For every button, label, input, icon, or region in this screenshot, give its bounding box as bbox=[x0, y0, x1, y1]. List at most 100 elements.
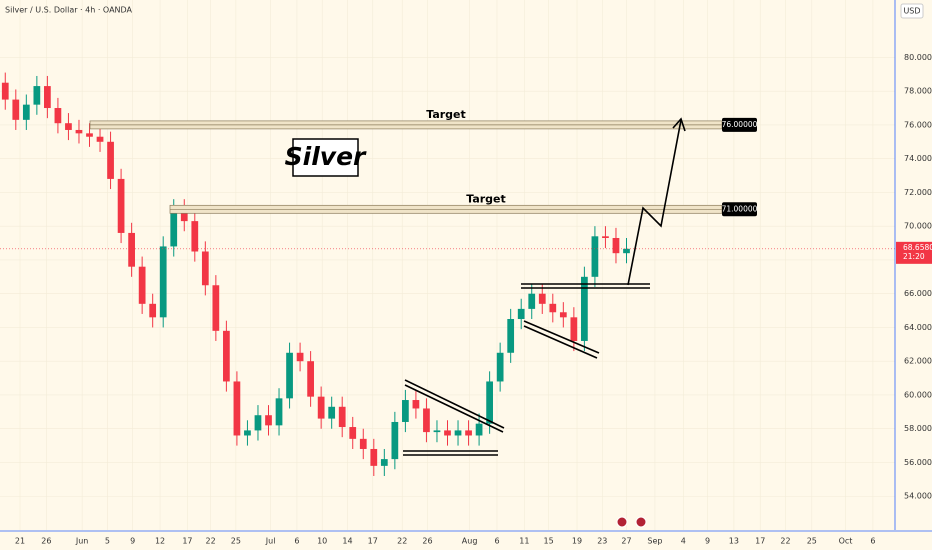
candle-body bbox=[317, 396, 325, 419]
x-tick-label: 23 bbox=[597, 537, 607, 546]
trend-line bbox=[404, 379, 505, 429]
candle-body bbox=[244, 430, 251, 436]
x-tick-label: 9 bbox=[705, 537, 710, 546]
y-tick-label: 60.00000 bbox=[904, 390, 932, 399]
candle-body bbox=[444, 430, 451, 436]
candle-body bbox=[128, 232, 135, 267]
candle-body bbox=[423, 408, 430, 433]
x-tick-label: 14 bbox=[342, 537, 352, 546]
x-tick-label: 21 bbox=[15, 537, 25, 546]
x-tick-label: 22 bbox=[205, 537, 215, 546]
x-tick-label: 27 bbox=[621, 537, 631, 546]
x-tick-label: 15 bbox=[543, 537, 553, 546]
candle-body bbox=[286, 352, 293, 399]
x-tick-label: Aug bbox=[462, 537, 478, 546]
y-tick-label: 72.00000 bbox=[904, 188, 932, 197]
event-icon[interactable] bbox=[635, 516, 647, 528]
x-tick-label: 12 bbox=[155, 537, 165, 546]
candle-body bbox=[275, 398, 283, 426]
target-text: Target bbox=[426, 108, 466, 121]
candle-body bbox=[233, 381, 241, 436]
candle-body bbox=[549, 303, 557, 313]
candle-body bbox=[528, 293, 536, 309]
candle-body bbox=[433, 430, 441, 433]
x-tick-label: 11 bbox=[519, 537, 529, 546]
x-tick-label: 17 bbox=[755, 537, 765, 546]
y-tick-label: 62.00000 bbox=[904, 357, 932, 366]
candle-body bbox=[54, 108, 62, 124]
event-icon[interactable] bbox=[616, 516, 628, 528]
candle-body bbox=[359, 438, 367, 449]
candle-body bbox=[380, 459, 388, 466]
candle-body bbox=[612, 237, 620, 254]
y-tick-label: 56.00000 bbox=[904, 458, 932, 467]
x-tick-label: 22 bbox=[780, 537, 790, 546]
x-tick-label: 5 bbox=[105, 537, 110, 546]
x-tick-label: 6 bbox=[870, 537, 875, 546]
candle-body bbox=[96, 136, 104, 142]
candle-body bbox=[465, 430, 472, 436]
currency: USD bbox=[903, 7, 920, 16]
candle-body bbox=[65, 123, 72, 130]
candle-body bbox=[623, 248, 630, 254]
trend-line bbox=[404, 384, 504, 433]
y-tick-label: 74.00000 bbox=[904, 154, 932, 163]
currency-box bbox=[900, 3, 924, 19]
candle-body bbox=[307, 361, 314, 397]
candle-body bbox=[159, 246, 167, 318]
candle-body bbox=[12, 99, 20, 120]
x-tick-label: 25 bbox=[807, 537, 817, 546]
candle-body bbox=[149, 303, 157, 318]
x-tick-label: 9 bbox=[130, 537, 135, 546]
candle-body bbox=[517, 308, 525, 320]
x-tick-label: 26 bbox=[422, 537, 432, 546]
candle-body bbox=[212, 285, 220, 331]
candle-body bbox=[265, 415, 272, 426]
y-tick-label: 64.00000 bbox=[904, 323, 932, 332]
candle-body bbox=[201, 251, 209, 286]
candles bbox=[1, 72, 630, 476]
y-tick-label: 54.00000 bbox=[904, 492, 932, 501]
candle-body bbox=[559, 312, 567, 318]
target-label: 71.00000 bbox=[722, 204, 758, 213]
x-tick-label: 25 bbox=[231, 537, 241, 546]
arrow-head bbox=[672, 117, 686, 132]
candle-body bbox=[33, 86, 41, 105]
x-tick-label: Oct bbox=[839, 537, 853, 546]
candle-body bbox=[370, 448, 378, 466]
candle-body bbox=[22, 104, 30, 120]
x-tick-label: 10 bbox=[317, 537, 327, 546]
candle-body bbox=[138, 266, 146, 304]
target-label-box bbox=[722, 117, 757, 132]
x-tick-label: Jun bbox=[75, 537, 89, 546]
candle-body bbox=[254, 415, 262, 431]
candle-body bbox=[349, 427, 357, 439]
chart-title: Silver / U.S. Dollar · 4h · OANDA bbox=[5, 6, 133, 15]
candle-body bbox=[296, 352, 304, 362]
x-tick-label: 22 bbox=[397, 537, 407, 546]
drawings bbox=[403, 117, 686, 456]
x-tick-label: 19 bbox=[572, 537, 582, 546]
candle-body bbox=[191, 221, 199, 252]
candle-body bbox=[391, 421, 399, 460]
target-text: Target bbox=[466, 192, 506, 205]
candle-body bbox=[328, 406, 336, 419]
candle-body bbox=[591, 236, 599, 277]
candle-body bbox=[44, 86, 51, 109]
y-tick-label: 70.00000 bbox=[904, 222, 932, 231]
x-tick-label: 17 bbox=[368, 537, 378, 546]
candle-body bbox=[507, 319, 515, 353]
candle-body bbox=[475, 423, 483, 436]
candle-body bbox=[412, 400, 420, 409]
annotation-text: Silver bbox=[285, 142, 367, 171]
annotation-box bbox=[292, 138, 359, 177]
x-tick-label: Sep bbox=[647, 537, 662, 546]
candle-body bbox=[570, 317, 578, 341]
candle-body bbox=[602, 236, 609, 238]
grid bbox=[0, 0, 895, 530]
last-price-box bbox=[896, 241, 932, 264]
candle-body bbox=[402, 400, 409, 422]
y-tick-label: 58.00000 bbox=[904, 424, 932, 433]
